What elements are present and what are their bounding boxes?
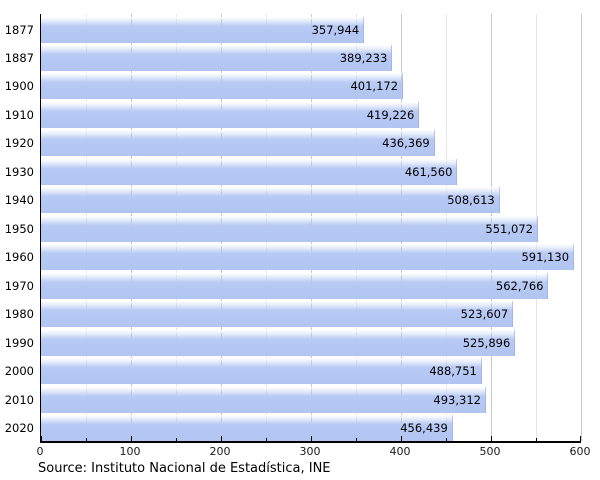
bar-2010: 493,312	[41, 386, 486, 413]
x-minor-tick	[535, 438, 537, 441]
source-caption: Source: Instituto Nacional de Estadístic…	[38, 461, 331, 476]
x-minor-tick	[445, 438, 447, 441]
y-axis-label-1930: 1930	[4, 164, 34, 179]
bar-value-label: 419,226	[366, 107, 415, 122]
bar-1900: 401,172	[41, 73, 404, 100]
bar-1970: 562,766	[41, 272, 549, 299]
x-minor-tick	[85, 438, 87, 441]
x-major-tick	[579, 436, 581, 441]
bar-1950: 551,072	[41, 215, 538, 242]
x-tick-label-400: 400	[389, 445, 411, 458]
y-axis-label-2000: 2000	[4, 364, 34, 379]
y-axis-label-2020: 2020	[4, 421, 34, 436]
bar-1960: 591,130	[41, 244, 575, 271]
x-tick-label-600: 600	[569, 445, 591, 458]
x-minor-tick	[355, 438, 357, 441]
y-axis-label-1877: 1877	[4, 22, 34, 37]
y-axis-label-2010: 2010	[4, 392, 34, 407]
y-axis-label-1970: 1970	[4, 278, 34, 293]
y-axis-label-1960: 1960	[4, 250, 34, 265]
bar-value-label: 401,172	[350, 79, 399, 94]
bar-1940: 508,613	[41, 187, 500, 214]
x-major-tick	[130, 436, 132, 441]
y-axis-label-1920: 1920	[4, 136, 34, 151]
bar-value-label: 436,369	[382, 136, 430, 151]
x-tick-label-300: 300	[299, 445, 321, 458]
bar-value-label: 389,233	[339, 50, 388, 65]
y-axis-label-1950: 1950	[4, 221, 34, 236]
x-minor-tick	[175, 438, 177, 441]
x-tick-label-500: 500	[479, 445, 501, 458]
bar-1910: 419,226	[41, 101, 420, 128]
x-major-tick	[220, 436, 222, 441]
bar-value-label: 591,130	[521, 250, 570, 265]
bar-2020: 456,439	[41, 415, 453, 442]
bar-value-label: 493,312	[433, 392, 481, 407]
bar-1980: 523,607	[41, 301, 514, 328]
x-tick-label-200: 200	[209, 445, 231, 458]
bar-1920: 436,369	[41, 130, 435, 157]
y-axis-label-1910: 1910	[4, 107, 34, 122]
bar-2000: 488,751	[41, 358, 482, 385]
bar-value-label: 357,944	[311, 22, 360, 37]
x-major-tick	[490, 436, 492, 441]
bar-value-label: 461,560	[404, 164, 453, 179]
bar-value-label: 525,896	[462, 335, 511, 350]
bar-value-label: 488,751	[429, 364, 477, 379]
bar-value-label: 456,439	[400, 421, 448, 436]
bar-1877: 357,944	[41, 16, 365, 43]
y-axis-label-1900: 1900	[4, 79, 34, 94]
x-major-gridline	[580, 14, 582, 441]
x-major-tick	[40, 436, 42, 441]
bar-value-label: 523,607	[460, 307, 509, 322]
x-minor-tick	[265, 438, 267, 441]
x-tick-label-0: 0	[36, 445, 44, 458]
plot-area: 357,944 389,233 401,172 419,226 436,369 461,5…	[40, 14, 582, 443]
bar-value-label: 562,766	[495, 278, 544, 293]
y-axis-label-1940: 1940	[4, 193, 34, 208]
bar-1990: 525,896	[41, 329, 516, 356]
bar-value-label: 551,072	[485, 221, 533, 236]
bar-value-label: 508,613	[447, 193, 495, 208]
x-major-tick	[310, 436, 312, 441]
y-axis-label-1887: 1887	[4, 50, 34, 65]
x-tick-label-100: 100	[119, 445, 141, 458]
y-axis-label-1980: 1980	[4, 307, 34, 322]
x-major-tick	[400, 436, 402, 441]
y-axis-label-1990: 1990	[4, 335, 34, 350]
bar-1887: 389,233	[41, 44, 393, 71]
bar-1930: 461,560	[41, 158, 458, 185]
